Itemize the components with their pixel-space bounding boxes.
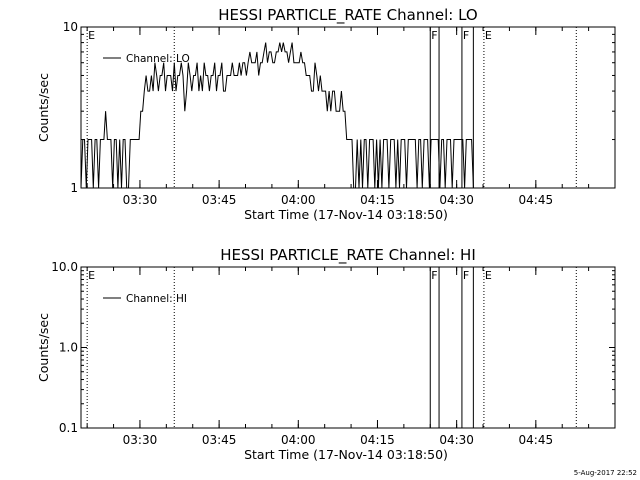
- y-tick-label: 10.0: [51, 260, 78, 274]
- x-tick-label: 04:30: [439, 433, 474, 447]
- footer-timestamp: 5-Aug-2017 22:52: [574, 469, 637, 477]
- plot-frame: [80, 26, 616, 189]
- x-tick-label: 04:30: [439, 193, 474, 207]
- x-axis-label: Start Time (17-Nov-14 03:18:50): [244, 447, 448, 462]
- chart-panel-1: HESSI PARTICLE_RATE Channel: LO 1 10 03:30 0…: [36, 6, 616, 222]
- plot-frame: [80, 266, 616, 429]
- annotation-flag: F: [463, 269, 469, 282]
- annotation-flag: E: [485, 269, 492, 282]
- y-tick-label: 1: [70, 181, 78, 195]
- annotation-flag: E: [88, 29, 95, 42]
- x-tick-label: 04:45: [519, 193, 554, 207]
- x-axis-label: Start Time (17-Nov-14 03:18:50): [244, 207, 448, 222]
- annotation-flag: E: [88, 269, 95, 282]
- y-axis-label: Counts/sec: [36, 313, 51, 382]
- chart-title: HESSI PARTICLE_RATE Channel: LO: [218, 6, 477, 25]
- y-axis-label: Counts/sec: [36, 73, 51, 142]
- x-tick-label: 04:00: [281, 193, 316, 207]
- x-tick-label: 04:15: [360, 433, 395, 447]
- annotation-flag: F: [431, 29, 437, 42]
- x-tick-label: 04:00: [281, 433, 316, 447]
- chart-panel-2: HESSI PARTICLE_RATE Channel: HI 0.1 1.0 10.…: [36, 246, 616, 462]
- y-tick-label: 0.1: [59, 421, 78, 435]
- x-tick-label: 03:45: [202, 433, 237, 447]
- legend-label: Channel: HI: [126, 293, 187, 305]
- annotation-flag: F: [463, 29, 469, 42]
- y-tick-label: 1.0: [59, 341, 78, 355]
- series-line: [80, 42, 474, 189]
- x-tick-label: 03:30: [123, 193, 158, 207]
- annotation-flag: F: [431, 269, 437, 282]
- legend-label: Channel: LO: [126, 53, 190, 65]
- y-tick-label: 10: [63, 20, 78, 34]
- x-tick-label: 03:30: [123, 433, 158, 447]
- x-tick-label: 03:45: [202, 193, 237, 207]
- x-tick-label: 04:45: [519, 433, 554, 447]
- chart-title: HESSI PARTICLE_RATE Channel: HI: [220, 246, 476, 265]
- x-tick-label: 04:15: [360, 193, 395, 207]
- annotation-flag: E: [485, 29, 492, 42]
